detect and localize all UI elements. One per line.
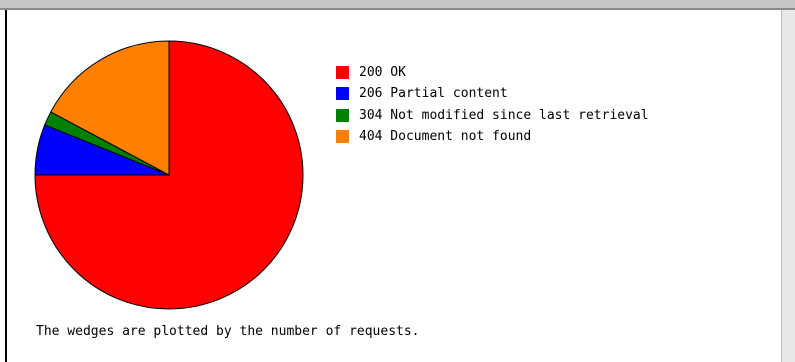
window-top-border xyxy=(0,0,795,10)
pie-slice-404 xyxy=(50,40,170,176)
window-right-border xyxy=(781,10,795,362)
legend-label: 304 Not modified since last retrieval xyxy=(359,107,649,123)
window-left-border xyxy=(5,10,7,362)
legend-swatch xyxy=(336,66,349,80)
legend-item-206: 206 Partial content xyxy=(336,83,649,104)
legend-item-200: 200 OK xyxy=(336,62,649,83)
legend-swatch xyxy=(336,108,349,122)
chart-legend: 200 OK 206 Partial content 304 Not modif… xyxy=(336,62,649,147)
legend-swatch xyxy=(336,130,349,144)
legend-label: 200 OK xyxy=(359,65,406,81)
legend-item-404: 404 Document not found xyxy=(336,126,649,147)
pie-slices xyxy=(34,40,304,310)
legend-label: 206 Partial content xyxy=(359,86,508,102)
legend-item-304: 304 Not modified since last retrieval xyxy=(336,105,649,126)
legend-label: 404 Document not found xyxy=(359,129,532,145)
chart-footnote: The wedges are plotted by the number of … xyxy=(36,324,420,339)
legend-swatch xyxy=(336,87,349,101)
